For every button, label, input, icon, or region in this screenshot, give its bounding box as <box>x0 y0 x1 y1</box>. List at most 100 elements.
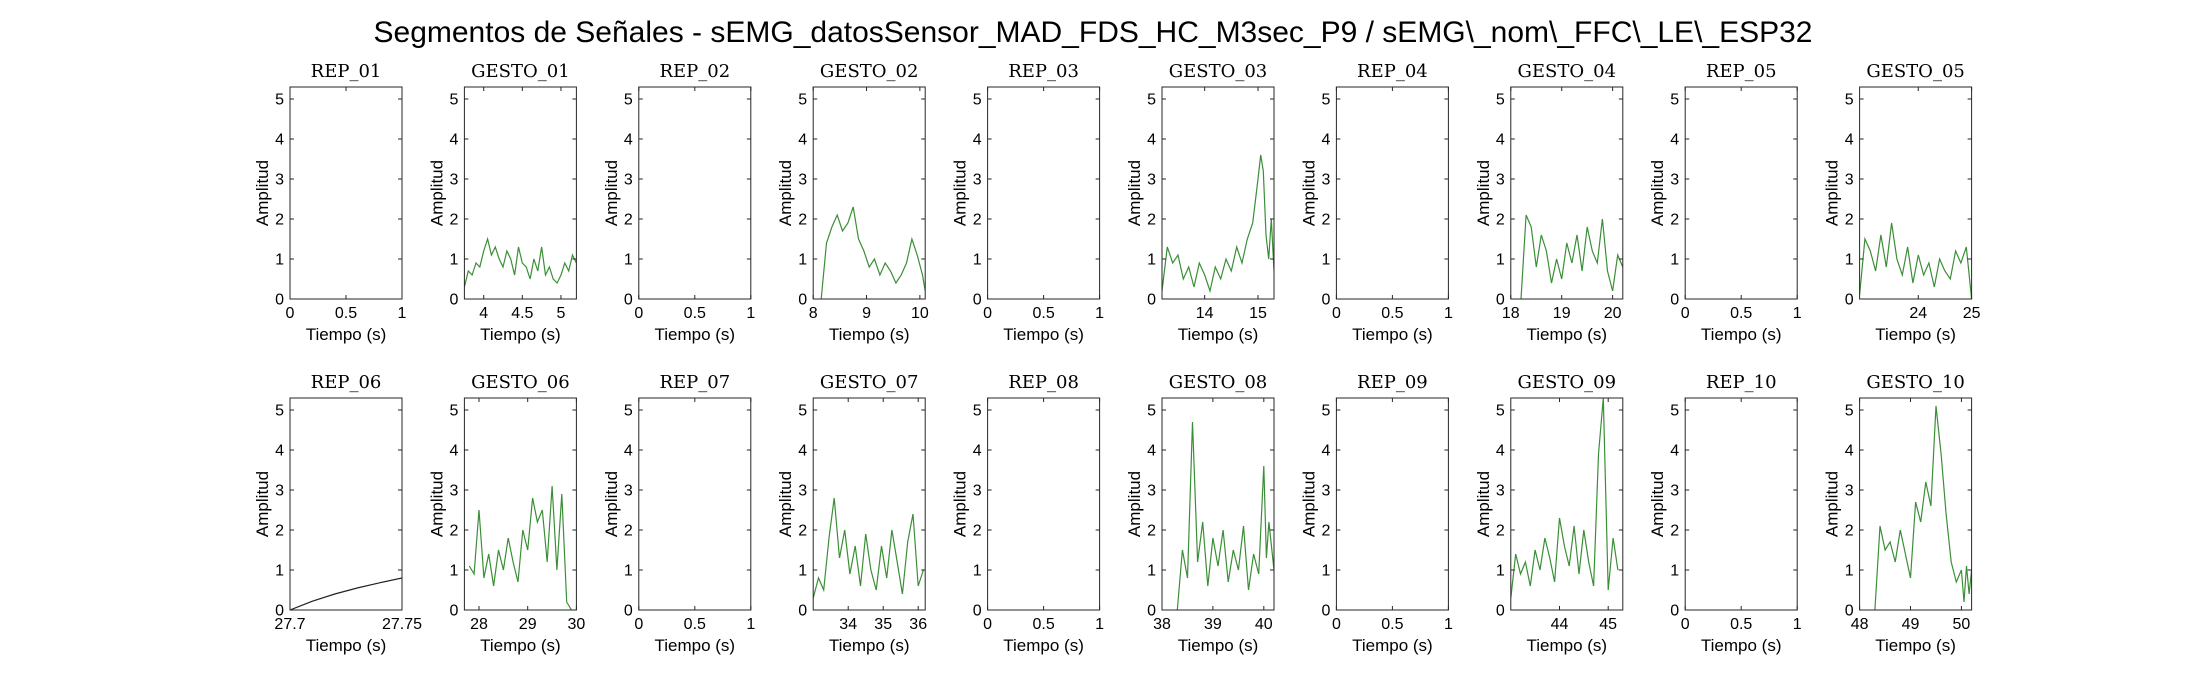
axes-box <box>1684 86 1798 300</box>
signal-line <box>1874 405 1972 610</box>
y-axis-label: Amplitud <box>427 160 446 226</box>
y-tick-label: 0 <box>275 292 284 309</box>
y-tick-label: 2 <box>973 523 982 540</box>
x-axis-label: Tiempo (s) <box>1526 636 1607 655</box>
y-tick-label: 1 <box>1496 252 1505 269</box>
y-tick-label: 1 <box>449 252 458 269</box>
y-tick-label: 3 <box>1321 483 1330 500</box>
signal-line <box>1162 154 1274 294</box>
x-tick-label: 29 <box>519 616 537 633</box>
y-tick-label: 0 <box>1670 292 1679 309</box>
subplot-gesto-01: GESTO_01 0 1 2 3 4 5 4 4.5 5 Tiempo (s) Amplitud <box>427 61 577 344</box>
x-tick-label: 27.7 <box>274 616 305 633</box>
y-tick-label: 1 <box>449 563 458 580</box>
y-tick-label: 2 <box>1496 523 1505 540</box>
y-tick-label: 2 <box>449 212 458 229</box>
subplot-gesto-10: GESTO_10 0 1 2 3 4 5 48 49 50 Tiempo (s) Amplitud <box>1823 372 1973 655</box>
y-tick-label: 3 <box>798 172 807 189</box>
x-tick-label: 1 <box>746 305 755 322</box>
x-tick-label: 20 <box>1604 305 1622 322</box>
y-tick-label: 5 <box>973 403 982 420</box>
subplot-title: GESTO_10 <box>1866 372 1965 393</box>
figure-title: Segmentos de Señales - sEMG_datosSensor_… <box>374 16 1813 49</box>
y-tick-label: 1 <box>1321 563 1330 580</box>
x-tick-label: 28 <box>470 616 488 633</box>
axes-box <box>812 397 926 611</box>
axes-box <box>463 397 577 611</box>
y-tick-label: 3 <box>624 172 633 189</box>
y-axis-label: Amplitud <box>1125 160 1144 226</box>
x-tick-label: 0.5 <box>1381 616 1403 633</box>
y-axis-label: Amplitud <box>1299 160 1318 226</box>
x-tick-label: 10 <box>911 305 929 322</box>
y-tick-label: 4 <box>798 443 807 460</box>
subplot-title: REP_06 <box>311 372 382 393</box>
subplot-title: GESTO_02 <box>820 61 919 82</box>
x-tick-label: 48 <box>1851 616 1869 633</box>
signal-line <box>1520 214 1623 299</box>
x-tick-label: 0.5 <box>1381 305 1403 322</box>
y-tick-label: 5 <box>1321 92 1330 109</box>
x-tick-label: 30 <box>568 616 586 633</box>
y-axis-label: Amplitud <box>1823 160 1842 226</box>
y-tick-label: 5 <box>275 92 284 109</box>
y-tick-label: 0 <box>1496 603 1505 620</box>
y-tick-label: 5 <box>1496 403 1505 420</box>
x-tick-label: 38 <box>1153 616 1171 633</box>
x-tick-label: 14 <box>1196 305 1214 322</box>
y-tick-label: 2 <box>624 212 633 229</box>
x-tick-label: 1 <box>1444 305 1453 322</box>
signal-line <box>1176 421 1274 610</box>
y-tick-label: 3 <box>449 483 458 500</box>
y-tick-label: 0 <box>973 603 982 620</box>
axes-box <box>638 397 752 611</box>
y-tick-label: 5 <box>1321 403 1330 420</box>
y-axis-label: Amplitud <box>1648 471 1667 537</box>
y-tick-label: 1 <box>1147 563 1156 580</box>
signal-line <box>813 497 924 599</box>
y-tick-label: 1 <box>624 252 633 269</box>
subplot-gesto-06: GESTO_06 0 1 2 3 4 5 28 29 30 Tiempo (s) Amplitud <box>427 372 585 655</box>
x-tick-label: 0.5 <box>684 616 706 633</box>
y-axis-label: Amplitud <box>253 471 272 537</box>
x-axis-label: Tiempo (s) <box>1875 325 1956 344</box>
axes-box <box>463 86 577 300</box>
axes-box <box>1335 397 1449 611</box>
y-tick-label: 4 <box>1670 443 1679 460</box>
y-tick-label: 4 <box>973 443 982 460</box>
y-tick-label: 1 <box>973 252 982 269</box>
y-axis-label: Amplitud <box>602 160 621 226</box>
axes-box <box>1510 397 1624 611</box>
y-tick-label: 0 <box>1147 603 1156 620</box>
x-tick-label: 0.5 <box>1032 616 1054 633</box>
y-tick-label: 3 <box>798 483 807 500</box>
y-tick-label: 0 <box>449 603 458 620</box>
subplot-rep-07: REP_07 0 1 2 3 4 5 0 0.5 1 Tiempo (s) Amplitud <box>602 372 756 655</box>
x-axis-label: Tiempo (s) <box>1178 325 1259 344</box>
y-tick-label: 0 <box>1496 292 1505 309</box>
x-tick-label: 4 <box>479 305 488 322</box>
subplot-title: REP_04 <box>1357 61 1428 82</box>
y-tick-label: 3 <box>973 172 982 189</box>
y-tick-label: 0 <box>1845 292 1854 309</box>
subplot-title: GESTO_04 <box>1518 61 1617 82</box>
y-tick-label: 1 <box>1845 563 1854 580</box>
y-tick-label: 4 <box>1845 132 1854 149</box>
y-tick-label: 1 <box>1321 252 1330 269</box>
x-tick-label: 0 <box>1332 305 1341 322</box>
x-tick-label: 25 <box>1963 305 1981 322</box>
y-tick-label: 2 <box>449 523 458 540</box>
signal-line <box>464 236 577 288</box>
y-axis-label: Amplitud <box>1648 160 1667 226</box>
y-tick-label: 0 <box>973 292 982 309</box>
subplot-rep-04: REP_04 0 1 2 3 4 5 0 0.5 1 Tiempo (s) Amplitud <box>1299 61 1453 344</box>
subplot-rep-02: REP_02 0 1 2 3 4 5 0 0.5 1 Tiempo (s) Amplitud <box>602 61 756 344</box>
x-tick-label: 19 <box>1553 305 1571 322</box>
subplot-title: REP_09 <box>1357 372 1428 393</box>
y-tick-label: 5 <box>449 403 458 420</box>
x-tick-label: 27.75 <box>382 616 422 633</box>
x-axis-label: Tiempo (s) <box>829 636 910 655</box>
x-tick-label: 34 <box>839 616 857 633</box>
y-tick-label: 5 <box>973 92 982 109</box>
y-tick-label: 0 <box>1321 603 1330 620</box>
